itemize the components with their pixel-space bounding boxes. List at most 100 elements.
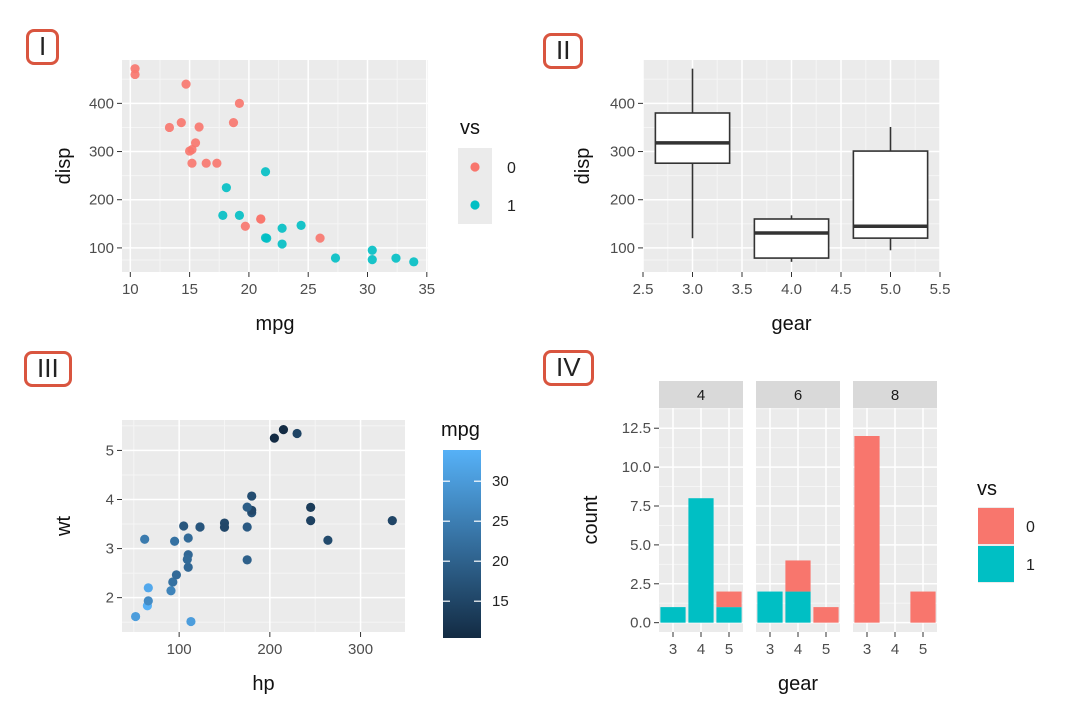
panel-iv-y-axis-label: count [580, 495, 602, 544]
panel-iv-facet-strip [756, 381, 840, 408]
panel-i-point [260, 167, 271, 177]
panel-iv-x-tick-label: 5 [725, 641, 733, 658]
panel-iv-y-tick-label: 0.0 [630, 615, 651, 632]
panel-i-point [260, 233, 271, 243]
panel-iii-point [183, 533, 193, 543]
panel-iii-background [122, 420, 405, 632]
panel-i-y-tick-label: 100 [89, 240, 114, 257]
panel-i-point [240, 221, 250, 231]
panel-iv-legend-swatch [978, 546, 1014, 582]
panel-i-point [367, 245, 377, 255]
panel-ii-x-tick-label: 3.0 [682, 281, 703, 298]
panel-iii-colorbar-label: 30 [492, 473, 509, 490]
panel-iv-facet-label: 8 [891, 387, 899, 404]
panel-i-point [277, 223, 287, 233]
panel-label-i: I [26, 29, 60, 65]
panel-i-point [296, 220, 306, 231]
panel-i-point [201, 158, 211, 168]
panel-i-legend-swatch [470, 162, 480, 172]
panel-i-y-tick-label: 400 [89, 95, 114, 112]
panel-iv-x-tick-label: 3 [669, 641, 677, 658]
panel-iii-point [278, 425, 289, 435]
panel-iv-facet-label: 6 [794, 387, 802, 404]
panel-ii-x-tick-label: 5.5 [930, 281, 951, 298]
panel-iii-x-tick-label: 200 [257, 641, 282, 658]
panel-iii-colorbar-label: 20 [492, 553, 509, 570]
panel-ii-y-tick-label: 400 [610, 95, 635, 112]
panel-label-iv: IV [543, 350, 594, 386]
panel-iii-point [143, 596, 153, 606]
panel-iii-point [166, 586, 176, 596]
panel-iv-legend-swatch [978, 508, 1014, 544]
panel-i-x-tick-label: 35 [418, 281, 435, 298]
panel-iv-x-tick-label: 3 [863, 641, 871, 658]
panel-iii-colorbar-title: mpg [441, 419, 480, 441]
panel-ii-box [852, 150, 929, 239]
panel-iii-x-axis-label: hp [252, 673, 274, 695]
panel-iii-colorbar [443, 450, 481, 638]
panel-ii-x-tick-label: 5.0 [880, 281, 901, 298]
panel-iii-point [269, 433, 279, 443]
panel-i-x-tick-label: 20 [241, 281, 258, 298]
panel-iv-x-tick-label: 4 [891, 641, 899, 658]
panel-iv-x-tick-label: 3 [766, 641, 774, 658]
panel-iii-point [292, 428, 302, 439]
panel-label-iii: III [24, 351, 72, 387]
panel-iv-y-tick-label: 2.5 [630, 576, 651, 593]
panel-iv-x-tick-label: 4 [794, 641, 802, 658]
panel-i-x-tick-label: 30 [359, 281, 376, 298]
panel-iii-point [171, 570, 182, 580]
panel-iii-point [195, 522, 205, 532]
panel-iii-y-tick-label: 3 [106, 541, 114, 558]
panel-label-ii: II [543, 33, 584, 69]
panel-i-legend-swatch [470, 200, 480, 210]
panel-iii-y-tick-label: 5 [106, 442, 114, 459]
panel-iii-point [306, 516, 316, 526]
panel-i-point [218, 210, 228, 220]
panel-i-point [130, 69, 140, 80]
panel-i-point [194, 122, 204, 132]
panel-i-point [212, 158, 222, 168]
panel-iii-y-axis-label: wt [53, 516, 75, 537]
panel-iv-facet-label: 4 [697, 387, 705, 404]
panel-iii-point [242, 555, 252, 565]
panel-iv-bar [660, 607, 686, 623]
panel-iii-point [242, 522, 252, 532]
panel-iv-legend-label: 1 [1026, 557, 1035, 574]
panel-iii-point [179, 521, 189, 531]
panel-i-point [315, 233, 325, 243]
panel-i-point [190, 138, 201, 148]
panel-iv-bar [854, 436, 880, 623]
panel-iv-x-tick-label: 4 [697, 641, 705, 658]
panel-iii-colorbar-label: 25 [492, 513, 509, 530]
panel-iv-bar [716, 591, 742, 608]
panel-i-point [176, 118, 186, 128]
panel-ii-y-tick-label: 100 [610, 240, 635, 257]
panel-i-point [409, 257, 419, 267]
panel-iii-point [219, 522, 230, 532]
panel-iv-x-tick-label: 5 [822, 641, 830, 658]
panel-iv-bar [688, 498, 714, 623]
panel-iv-x-tick-label: 5 [919, 641, 927, 658]
panel-i-point [164, 122, 175, 133]
panel-iii-point [247, 491, 257, 501]
panel-ii-x-axis-label: gear [771, 313, 811, 335]
panel-ii-x-tick-label: 4.5 [831, 281, 852, 298]
panel-i-point [367, 255, 377, 265]
panel-iv-bar [785, 560, 811, 592]
panel-i-y-tick-label: 300 [89, 144, 114, 161]
panel-iii-x-tick-label: 300 [348, 641, 373, 658]
panel-i-y-axis-label: disp [53, 148, 75, 185]
panel-i-point [256, 214, 266, 224]
panel-i-background [122, 60, 428, 272]
panel-i-point [330, 253, 341, 263]
panel-iii-y-tick-label: 4 [106, 492, 114, 509]
panel-iii-point [306, 502, 316, 512]
panel-i-legend-title: vs [460, 117, 480, 139]
panel-iii-point [143, 583, 153, 593]
panel-i-point [234, 98, 245, 108]
panel-i-legend-label: 1 [507, 198, 516, 215]
panel-ii-y-tick-label: 300 [610, 144, 635, 161]
panel-iv-y-tick-label: 7.5 [630, 498, 651, 515]
panel-i-point [185, 146, 195, 156]
